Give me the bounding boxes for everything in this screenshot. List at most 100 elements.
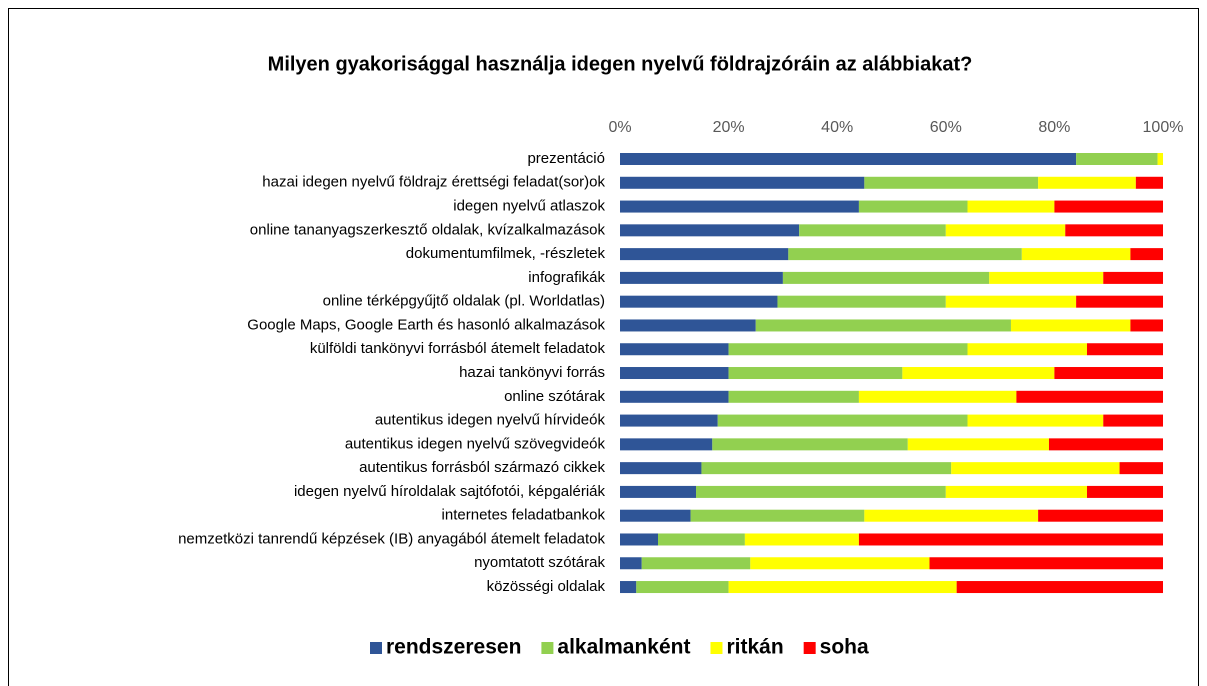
bar-segment — [945, 224, 1066, 237]
bar-segment — [744, 533, 859, 546]
bar-segment — [1054, 200, 1163, 213]
bar-segment — [989, 271, 1104, 284]
category-label: nemzetközi tanrendű képzések (IB) anyagá… — [178, 530, 605, 547]
x-tick-label: 80% — [1038, 119, 1070, 136]
bar-segment — [620, 414, 718, 427]
legend-swatch — [803, 642, 816, 654]
bar-segment — [1048, 438, 1163, 451]
category-label: internetes feladatbankok — [442, 507, 606, 524]
bar-segment — [858, 390, 1017, 403]
bar-segment — [717, 414, 968, 427]
bar-segment — [620, 200, 859, 213]
bar-segment — [620, 295, 778, 308]
bar-segment — [620, 248, 789, 261]
bar-segment — [1065, 224, 1163, 237]
bar-segment — [712, 438, 908, 451]
category-label: infografikák — [528, 269, 605, 286]
category-label: online szótárak — [504, 388, 605, 405]
legend-swatch — [541, 642, 554, 654]
category-label: online térképgyűjtő oldalak (pl. Worldat… — [323, 293, 605, 310]
category-label: online tananyagszerkesztő oldalak, kvíza… — [250, 221, 606, 238]
bar-segment — [728, 390, 859, 403]
bar-segment — [951, 462, 1120, 475]
bar-segment — [620, 153, 1077, 165]
category-label: dokumentumfilmek, -részletek — [406, 245, 606, 262]
bar-segment — [1130, 319, 1163, 332]
bar-segment — [864, 176, 1039, 189]
bar-segment — [636, 581, 729, 594]
bar-segment — [1135, 176, 1163, 189]
bar-segment — [728, 343, 968, 356]
x-tick-label: 40% — [821, 119, 853, 136]
bar-segment — [620, 557, 642, 570]
bar-segment — [782, 271, 990, 284]
category-label: idegen nyelvű atlaszok — [453, 198, 605, 215]
category-label: nyomtatott szótárak — [474, 554, 605, 571]
bar-segment — [701, 462, 952, 475]
bar-segment — [620, 367, 729, 380]
bar-segment — [750, 557, 930, 570]
bar-segment — [1103, 414, 1163, 427]
bar-segment — [620, 533, 659, 546]
bar-segment — [728, 367, 903, 380]
category-label: külföldi tankönyvi forrásból átemelt fel… — [310, 340, 606, 357]
bar-segment — [777, 295, 946, 308]
x-tick-label: 0% — [608, 119, 631, 136]
bar-segment — [620, 176, 865, 189]
bar-segment — [620, 271, 783, 284]
bar-segment — [945, 295, 1077, 308]
bar-segment — [1130, 248, 1163, 261]
bar-segment — [620, 224, 800, 237]
bar-segment — [755, 319, 1011, 332]
bar-segment — [858, 533, 1163, 546]
chart-title: Milyen gyakorisággal használja idegen ny… — [268, 53, 973, 75]
bar-segment — [620, 390, 729, 403]
bar-segment — [1086, 343, 1163, 356]
bar-segment — [1016, 390, 1163, 403]
bar-segment — [967, 343, 1087, 356]
bar-segment — [967, 414, 1104, 427]
bar-segment — [1086, 485, 1163, 498]
bar-segment — [620, 581, 637, 594]
bar-segment — [696, 485, 946, 498]
bar-segment — [1054, 367, 1163, 380]
bar-segment — [620, 319, 756, 332]
bar-segment — [788, 248, 1022, 261]
category-label: autentikus forrásból származó cikkek — [359, 459, 605, 476]
bar-segment — [864, 509, 1039, 522]
bar-segment — [902, 367, 1055, 380]
bar-segment — [641, 557, 751, 570]
bar-segment — [620, 485, 697, 498]
bar-segment — [620, 343, 729, 356]
bar-segment — [956, 581, 1163, 594]
legend-swatch — [370, 642, 382, 654]
bar-segment — [945, 485, 1087, 498]
bar-segment — [1103, 271, 1163, 284]
bar-segment — [907, 438, 1049, 451]
bar-segment — [620, 462, 702, 475]
bar-segment — [1076, 153, 1158, 165]
category-label: autentikus idegen nyelvű hírvideók — [375, 412, 606, 429]
legend-label: rendszeresen — [386, 636, 521, 659]
bar-segment — [690, 509, 865, 522]
frame — [8, 8, 1199, 686]
bar-segment — [620, 509, 691, 522]
bar-segment — [1119, 462, 1163, 475]
category-label: közösségi oldalak — [487, 578, 606, 595]
bar-segment — [1038, 176, 1136, 189]
bar-segment — [728, 581, 957, 594]
x-tick-label: 60% — [930, 119, 962, 136]
bar-segment — [1010, 319, 1131, 332]
bar-segment — [1076, 295, 1163, 308]
bar-segment — [1038, 509, 1163, 522]
bar-segment — [967, 200, 1055, 213]
bar-segment — [620, 438, 713, 451]
legend-label: soha — [820, 636, 869, 659]
category-label: autentikus idegen nyelvű szövegvideók — [345, 435, 606, 452]
bar-segment — [658, 533, 745, 546]
category-label: hazai idegen nyelvű földrajz érettségi f… — [262, 174, 605, 191]
category-label: hazai tankönyvi forrás — [459, 364, 605, 381]
bar-segment — [1157, 153, 1163, 165]
legend-label: alkalmanként — [557, 636, 690, 659]
